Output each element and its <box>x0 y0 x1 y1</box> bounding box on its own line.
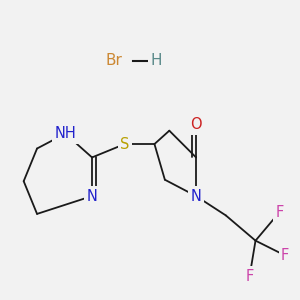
Text: NH: NH <box>54 126 76 141</box>
Text: N: N <box>190 189 202 204</box>
Text: F: F <box>275 205 284 220</box>
Text: Br: Br <box>106 53 123 68</box>
Text: N: N <box>87 189 98 204</box>
Text: O: O <box>190 117 202 132</box>
Text: F: F <box>281 248 290 263</box>
Text: F: F <box>245 269 254 284</box>
Text: S: S <box>120 136 129 152</box>
Text: H: H <box>150 53 162 68</box>
